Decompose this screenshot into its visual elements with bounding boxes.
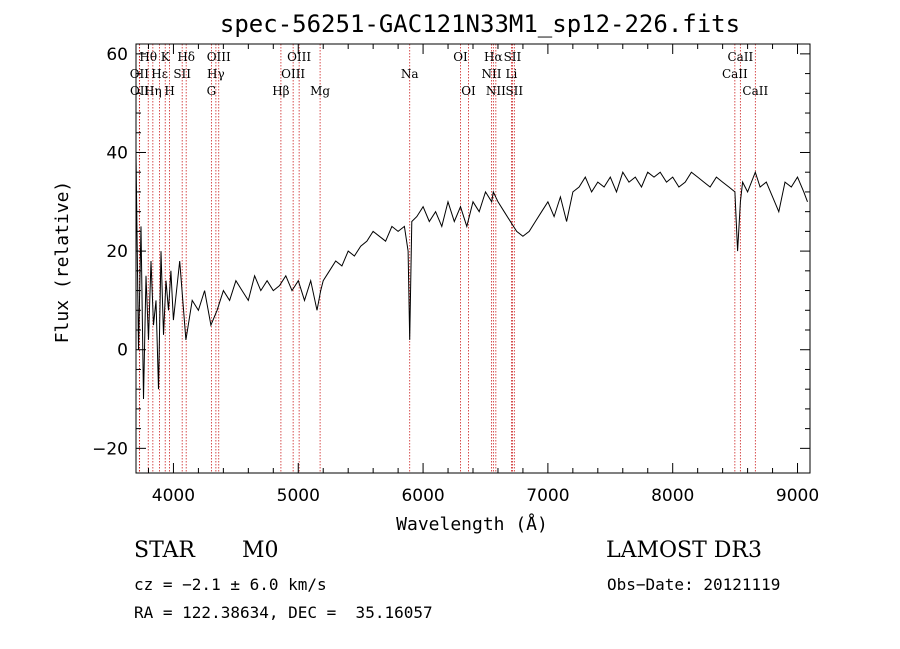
- spectral-line-label: SII: [173, 67, 191, 81]
- spectral-line-markers: [138, 44, 756, 473]
- spectral-line-label: OIII: [281, 67, 305, 81]
- y-tick-label: 60: [106, 45, 128, 65]
- redshift-cz: cz = −2.1 ± 6.0 km/s: [134, 575, 327, 594]
- spectral-line-label: Hα: [484, 50, 503, 64]
- spectral-line-label: CaII: [722, 67, 748, 81]
- spectral-line-label: SII: [505, 84, 523, 98]
- spectral-line-label: OI: [461, 84, 476, 98]
- spectral-line-label: G: [207, 84, 217, 98]
- spectral-line-label: Hη: [144, 84, 162, 98]
- spectral-line-label: Li: [506, 67, 518, 81]
- y-tick-label: −20: [92, 439, 128, 459]
- x-tick-label: 9000: [776, 486, 819, 506]
- x-tick-label: 7000: [526, 486, 569, 506]
- object-subclass: M0: [242, 538, 279, 563]
- flux-series-line: [135, 152, 808, 400]
- x-tick-label: 6000: [401, 486, 444, 506]
- spectral-line-label: Hβ: [272, 84, 289, 98]
- coordinates: RA = 122.38634, DEC = 35.16057: [134, 603, 433, 622]
- axis-ticks: 4000 5000 6000 7000 8000 9000 −20 0 20 40 60: [92, 44, 819, 506]
- y-tick-label: 40: [106, 143, 128, 163]
- spectral-line-label: CaII: [742, 84, 768, 98]
- y-tick-label: 0: [117, 341, 128, 361]
- object-class: STAR: [134, 538, 195, 563]
- x-axis-label: Wavelength (Å): [396, 513, 548, 535]
- spectral-line-label: Hθ: [139, 50, 157, 64]
- spectral-line-label: NII: [481, 67, 501, 81]
- y-tick-label: 20: [106, 242, 128, 262]
- x-tick-label: 4000: [152, 486, 195, 506]
- spectral-line-label: H: [164, 84, 174, 98]
- spectral-line-label: Na: [401, 67, 419, 81]
- spectral-line-label: CaII: [727, 50, 753, 64]
- chart-title: spec-56251-GAC121N33M1_sp12-226.fits: [220, 10, 740, 38]
- spectral-line-label: OIII: [207, 50, 231, 64]
- x-tick-label: 5000: [277, 486, 320, 506]
- spectral-line-label: OI: [453, 50, 468, 64]
- spectral-line-label: NII: [486, 84, 506, 98]
- spectral-line-label: Hε: [151, 67, 168, 81]
- spectral-line-label: K: [161, 50, 171, 64]
- plot-frame: [135, 43, 811, 474]
- spectral-line-label: OIII: [287, 50, 311, 64]
- spectral-line-label: OII: [130, 84, 150, 98]
- spectral-line-label: Hγ: [207, 67, 225, 81]
- spectral-line-label: SII: [504, 50, 522, 64]
- survey-name: LAMOST DR3: [606, 538, 762, 563]
- observation-date: Obs−Date: 20121119: [607, 575, 781, 594]
- spectral-line-label: Hδ: [177, 50, 195, 64]
- x-tick-label: 8000: [651, 486, 694, 506]
- y-axis-label: Flux (relative): [52, 181, 73, 344]
- spectral-line-label: Mg: [310, 84, 330, 98]
